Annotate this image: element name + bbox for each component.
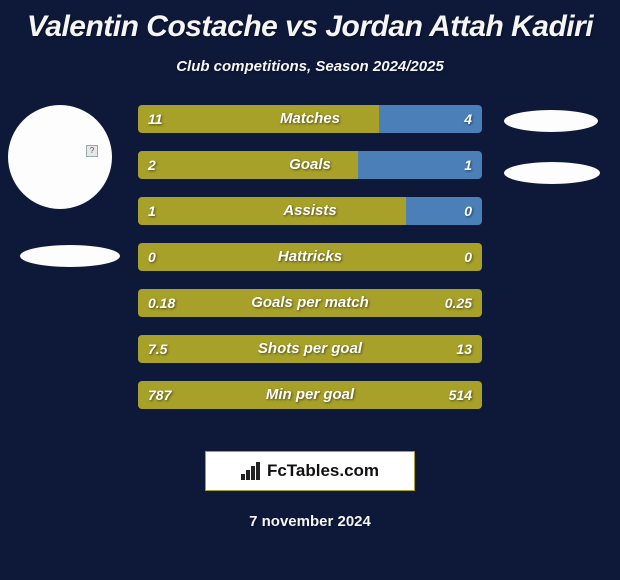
player2-value: 0	[454, 243, 482, 271]
stat-row: 114Matches	[138, 105, 482, 133]
bar-chart-icon	[241, 462, 261, 480]
stat-row: 0.180.25Goals per match	[138, 289, 482, 317]
player1-avatar: ?	[8, 105, 112, 209]
page-title: Valentin Costache vs Jordan Attah Kadiri	[0, 10, 620, 44]
subtitle: Club competitions, Season 2024/2025	[0, 58, 620, 75]
player1-value: 0.18	[138, 289, 185, 317]
player1-bar-segment	[138, 381, 482, 409]
date-text: 7 november 2024	[0, 513, 620, 530]
broken-image-icon: ?	[86, 145, 98, 157]
player1-bar-segment	[138, 151, 358, 179]
player2-avatar-shadow-top	[504, 110, 598, 132]
player1-avatar-shadow	[20, 245, 120, 267]
player2-value: 0	[454, 197, 482, 225]
stat-bars: 114Matches21Goals10Assists00Hattricks0.1…	[138, 105, 482, 427]
player1-bar-segment	[138, 197, 406, 225]
player2-value: 1	[454, 151, 482, 179]
player2-value: 0.25	[435, 289, 482, 317]
player2-avatar-shadow-bottom	[504, 162, 600, 184]
player1-bar-segment	[138, 335, 482, 363]
player1-bar-segment	[138, 289, 482, 317]
player1-value: 0	[138, 243, 166, 271]
player1-value: 787	[138, 381, 181, 409]
player1-bar-segment	[138, 105, 379, 133]
player2-value: 13	[446, 335, 482, 363]
stat-row: 787514Min per goal	[138, 381, 482, 409]
stat-row: 10Assists	[138, 197, 482, 225]
player1-value: 11	[138, 105, 173, 133]
player1-bar-segment	[138, 243, 482, 271]
brand-text: FcTables.com	[267, 461, 379, 481]
main-area: ? 114Matches21Goals10Assists00Hattricks0…	[0, 105, 620, 435]
player1-value: 7.5	[138, 335, 177, 363]
brand-logo[interactable]: FcTables.com	[205, 451, 415, 491]
stat-row: 00Hattricks	[138, 243, 482, 271]
player2-value: 514	[439, 381, 482, 409]
stat-row: 21Goals	[138, 151, 482, 179]
player1-value: 2	[138, 151, 166, 179]
player1-value: 1	[138, 197, 166, 225]
stat-row: 7.513Shots per goal	[138, 335, 482, 363]
player2-value: 4	[454, 105, 482, 133]
comparison-card: Valentin Costache vs Jordan Attah Kadiri…	[0, 0, 620, 580]
